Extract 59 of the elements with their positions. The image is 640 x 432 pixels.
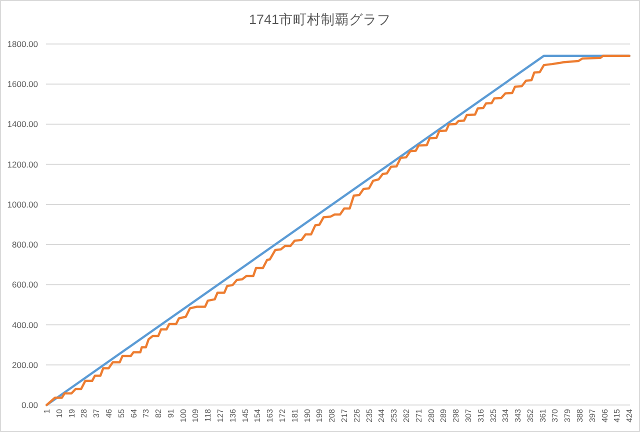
x-tick-label: 289 — [439, 408, 448, 422]
x-tick-label: 316 — [476, 408, 486, 422]
x-tick-label: 136 — [228, 408, 238, 422]
x-tick-label: 190 — [302, 408, 312, 422]
x-tick-label: 127 — [216, 408, 226, 422]
x-tick-label: 19 — [67, 408, 76, 418]
x-tick-label: 352 — [526, 408, 535, 422]
x-tick-label: 397 — [588, 408, 597, 422]
y-tick-label: 200.00 — [12, 360, 38, 370]
y-tick-label: 600.00 — [12, 280, 38, 290]
x-tick-label: 253 — [390, 408, 399, 422]
x-tick-label: 280 — [426, 408, 436, 422]
x-tick-label: 199 — [315, 408, 324, 422]
x-tick-label: 262 — [402, 408, 411, 422]
x-tick-label: 235 — [364, 408, 374, 422]
y-tick-label: 1000.00 — [7, 199, 38, 210]
x-tick-label: 100 — [178, 408, 188, 422]
x-tick-label: 370 — [550, 408, 560, 422]
x-tick-label: 91 — [166, 408, 176, 418]
x-tick-label: 55 — [116, 408, 126, 418]
y-tick-label: 0.00 — [21, 400, 38, 410]
x-tick-label: 361 — [538, 408, 548, 422]
x-tick-label: 406 — [600, 408, 610, 422]
x-tick-label: 154 — [253, 408, 262, 422]
x-tick-label: 226 — [352, 408, 362, 422]
x-tick-label: 28 — [80, 408, 89, 418]
x-tick-label: 37 — [92, 408, 102, 418]
x-tick-label: 271 — [414, 408, 424, 422]
x-tick-label: 343 — [514, 408, 523, 422]
x-tick-label: 181 — [290, 408, 300, 422]
x-tick-label: 1 — [42, 408, 52, 414]
x-tick-label: 82 — [154, 408, 164, 418]
x-tick-label: 217 — [340, 408, 349, 422]
x-tick-label: 10 — [54, 408, 64, 418]
x-tick-label: 109 — [191, 408, 200, 422]
x-tick-label: 118 — [204, 408, 213, 422]
x-tick-label: 46 — [104, 408, 114, 418]
x-tick-label: 325 — [488, 408, 498, 422]
y-tick-label: 400.00 — [12, 320, 38, 330]
x-tick-label: 172 — [278, 408, 288, 422]
x-tick-label: 424 — [625, 408, 634, 422]
y-tick-label: 1600.00 — [7, 79, 38, 90]
y-tick-label: 1800.00 — [7, 39, 38, 49]
y-tick-label: 800.00 — [12, 240, 38, 250]
x-tick-label: 415 — [612, 408, 622, 422]
x-tick-label: 145 — [240, 408, 250, 422]
x-tick-label: 208 — [328, 408, 337, 422]
x-tick-label: 307 — [464, 408, 473, 422]
x-tick-label: 334 — [501, 408, 510, 422]
x-tick-label: 388 — [576, 408, 585, 422]
x-tick-label: 379 — [563, 408, 572, 422]
chart-title: 1741市町村制覇グラフ — [248, 12, 392, 27]
x-tick-label: 64 — [129, 408, 138, 418]
y-tick-label: 1400.00 — [7, 119, 38, 130]
y-tick-label: 1200.00 — [7, 159, 38, 170]
x-tick-label: 73 — [142, 408, 151, 418]
x-tick-label: 163 — [266, 408, 275, 422]
x-tick-label: 244 — [377, 408, 386, 422]
x-tick-label: 298 — [452, 408, 461, 422]
